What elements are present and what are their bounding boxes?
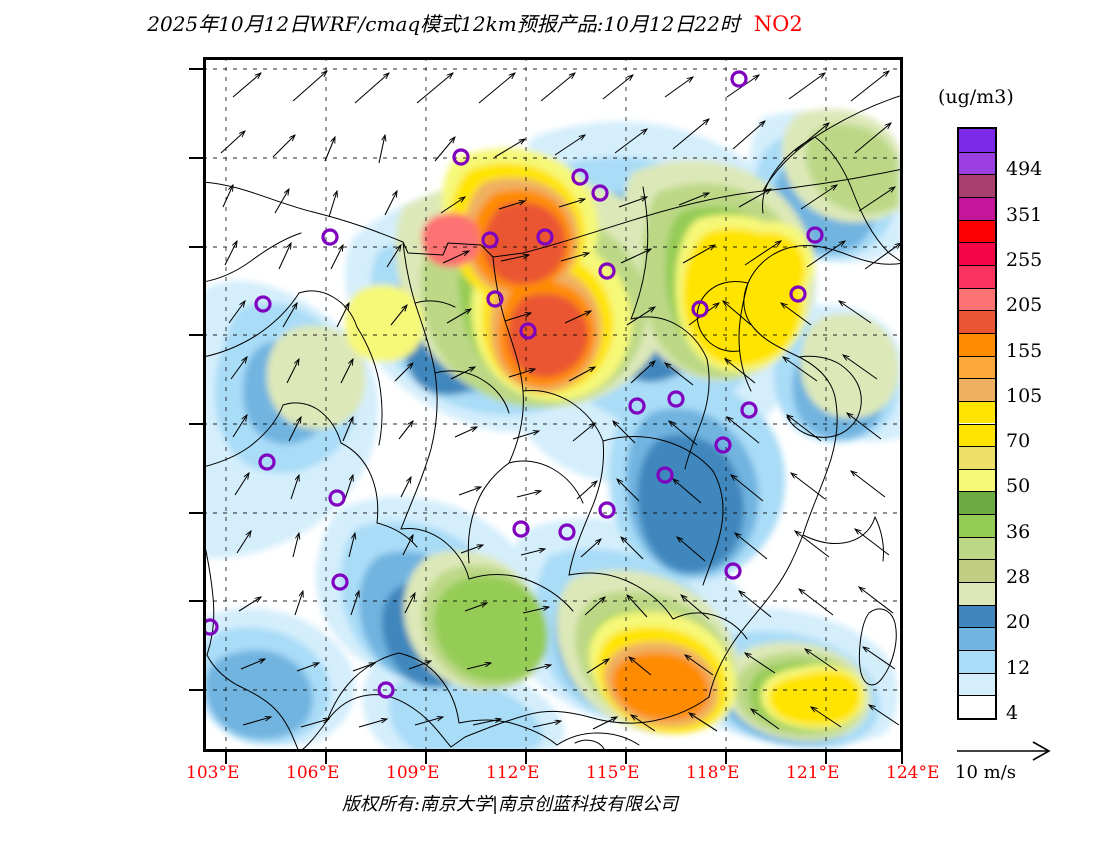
- colorbar-band: [959, 491, 995, 515]
- page-title: 2025年10月12日WRF/cmaq模式12km预报产品:10月12日22时 N…: [0, 8, 950, 37]
- lon-tickmark: [225, 752, 227, 764]
- colorbar-band: [959, 446, 995, 469]
- copyright-footer: 版权所有:南京大学|南京创蓝科技有限公司: [341, 794, 679, 815]
- colorbar-band: [959, 310, 995, 333]
- colorbar-band: [959, 151, 995, 175]
- station-markers[interactable]: [203, 70, 824, 699]
- colorbar-tick-label: 4: [1006, 702, 1019, 724]
- colorbar-unit-label: (ug/m3): [938, 86, 1014, 108]
- lon-tickmark: [901, 752, 903, 764]
- colorbar-tick-label: 20: [1006, 611, 1031, 634]
- colorbar-tick-label: 351: [1006, 203, 1043, 226]
- lon-tick-109E: 109°E: [386, 763, 440, 783]
- lon-tick-121E: 121°E: [786, 763, 840, 783]
- colorbar-band: [959, 332, 995, 356]
- grid-lines: [203, 57, 903, 752]
- colorbar-band: [959, 672, 995, 696]
- colorbar-band: [959, 242, 995, 265]
- lon-tickmark: [325, 752, 327, 764]
- lon-tick-124E: 124°E: [886, 763, 940, 783]
- colorbar-band: [959, 468, 995, 492]
- lat-tickmark: [189, 512, 203, 514]
- title-main: 2025年10月12日WRF/cmaq模式12km预报产品:10月12日22时: [147, 12, 740, 36]
- colorbar-band: [959, 400, 995, 424]
- lat-tickmark: [189, 423, 203, 425]
- lat-tickmark: [189, 600, 203, 602]
- colorbar-tick-label: 28: [1006, 566, 1031, 589]
- lat-tickmark: [189, 157, 203, 159]
- colorbar-tick-label: 50: [1006, 475, 1031, 498]
- colorbar-tick-label: 155: [1006, 339, 1043, 362]
- lon-tick-103E: 103°E: [186, 763, 240, 783]
- colorbar-band: [959, 129, 995, 152]
- colorbar-band: [959, 559, 995, 583]
- colorbar-band: [959, 604, 995, 628]
- colorbar-tick-label: 36: [1006, 520, 1031, 543]
- plot-frame: [203, 57, 903, 752]
- lat-tickmark: [189, 334, 203, 336]
- colorbar-band: [959, 695, 995, 718]
- colorbar-band: [959, 536, 995, 560]
- lat-tickmark: [189, 246, 203, 248]
- colorbar-tick-label: 494: [1006, 158, 1043, 181]
- colorbar-tick-label: 255: [1006, 248, 1043, 271]
- colorbar-band: [959, 196, 995, 220]
- colorbar-band: [959, 582, 995, 605]
- colorbar-tick-label: 12: [1006, 656, 1031, 679]
- colorbar[interactable]: [957, 127, 997, 720]
- lon-tickmark: [825, 752, 827, 764]
- title-species: NO2: [753, 12, 803, 36]
- no2-concentration-map[interactable]: [203, 57, 903, 752]
- colorbar-band: [959, 174, 995, 197]
- wind-scale-legend: 10 m/s: [955, 740, 1085, 783]
- lon-tickmark: [625, 752, 627, 764]
- colorbar-band: [959, 355, 995, 379]
- colorbar-band: [959, 264, 995, 288]
- colorbar-band: [959, 514, 995, 537]
- lon-tick-106E: 106°E: [286, 763, 340, 783]
- colorbar-band: [959, 650, 995, 673]
- lat-tickmark: [189, 689, 203, 691]
- colorbar-tick-label: 105: [1006, 384, 1043, 407]
- colorbar-band: [959, 219, 995, 243]
- lon-tickmark: [425, 752, 427, 764]
- lon-tick-115E: 115°E: [586, 763, 640, 783]
- map-plot-area[interactable]: [203, 57, 903, 752]
- colorbar-band: [959, 627, 995, 651]
- colorbar-band: [959, 287, 995, 311]
- colorbar-band: [959, 423, 995, 447]
- lat-tickmark: [189, 68, 203, 70]
- wind-arrow-icon: [957, 741, 1051, 761]
- lon-tick-118E: 118°E: [686, 763, 740, 783]
- map-boundaries: [203, 94, 903, 752]
- lon-tick-112E: 112°E: [486, 763, 540, 783]
- colorbar-band: [959, 378, 995, 401]
- lon-tickmark: [725, 752, 727, 764]
- wind-scale-label: 10 m/s: [955, 762, 1016, 783]
- lon-tickmark: [525, 752, 527, 764]
- colorbar-tick-label: 70: [1006, 430, 1031, 453]
- colorbar-tick-label: 205: [1006, 294, 1043, 317]
